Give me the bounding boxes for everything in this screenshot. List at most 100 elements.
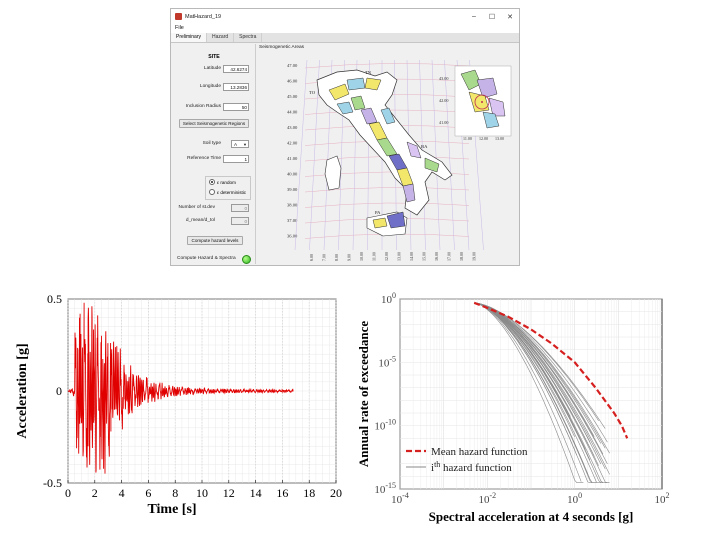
tab-hazard[interactable]: Hazard (207, 33, 235, 42)
map-lat-tick: 43.00 (287, 125, 298, 130)
maximize-button[interactable]: ☐ (488, 13, 496, 21)
select-regions-button[interactable]: Select Seismogenetic Regions (179, 119, 249, 128)
seismic-zone (360, 107, 378, 125)
map-lat-tick: 41.00 (287, 156, 298, 161)
soil-type-value: A (234, 142, 238, 147)
compute-hazard-levels-button[interactable]: Compute hazard levels (187, 236, 243, 245)
inset-lat-tick: 43.00 (439, 76, 448, 81)
x-tick-label: 20 (330, 486, 342, 500)
seismic-zone (380, 107, 396, 125)
ith-hazard-curve (474, 302, 608, 483)
radio-random[interactable]: ε random (209, 179, 236, 185)
soil-type-select[interactable]: A ▼ (231, 140, 249, 148)
map-lon-tick: 14.00 (409, 252, 414, 261)
menu-bar: File (171, 24, 519, 33)
tab-spectra[interactable]: Spectra (234, 33, 263, 42)
map-lon-tick: 10.00 (359, 252, 364, 261)
reference-time-label: Reference Time (187, 156, 221, 161)
hazard-curves-chart: 10-4 10-2 100 102 100 10-5 10-10 10-15 Spectral … (356, 291, 670, 524)
inclusion-radius-field[interactable]: 50 (223, 103, 249, 111)
seismic-zone (386, 211, 406, 229)
ith-hazard-curve (474, 302, 584, 483)
ith-hazard-curve (474, 302, 610, 475)
ith-hazard-curve (474, 302, 610, 454)
close-button[interactable]: ✕ (507, 13, 513, 21)
map-latitude-gridline (304, 202, 470, 208)
map-longitude-gridline (431, 59, 441, 251)
inset-lon-tick: 12.00 (479, 136, 488, 141)
seismic-zone (328, 83, 350, 101)
x-tick-label: 16 (276, 486, 288, 500)
map-lat-tick: 40.00 (287, 172, 298, 177)
latitude-label: Latitude (203, 66, 221, 71)
site-title: SITE (208, 54, 220, 60)
minimize-button[interactable]: – (472, 13, 476, 20)
radio-deterministic[interactable]: ε deterministic (209, 189, 246, 195)
x-tick-label: 18 (303, 486, 315, 500)
seismogenetic-map-panel: Seismogenetic Areas 47.00 46.00 45.00 44.00… (257, 44, 517, 264)
seismic-zone (364, 77, 382, 91)
y-tick-label: -0.5 (43, 476, 62, 490)
map-lon-tick: 16.00 (434, 252, 439, 261)
site-radius-circle (474, 94, 490, 110)
inset-seismic-zone (482, 111, 500, 129)
tab-preliminary[interactable]: Preliminary (171, 33, 208, 42)
matlab-app-icon (175, 13, 182, 20)
x-tick-label: 10-2 (478, 491, 496, 506)
map-lon-tick: 9.00 (347, 254, 352, 261)
latitude-field[interactable]: 42.6274 (223, 65, 249, 73)
map-lat-tick: 45.00 (287, 94, 298, 99)
menu-file[interactable]: File (175, 25, 184, 31)
ith-hazard-curve (474, 302, 597, 483)
map-lat-tick: 38.00 (287, 203, 298, 208)
inset-lon-tick: 13.00 (495, 136, 504, 141)
soil-type-label: Soil type (202, 141, 221, 146)
seismic-zone (376, 137, 398, 157)
radio-random-label: ε random (217, 179, 236, 185)
y-axis-label: Acceleration [g] (15, 343, 30, 438)
legend-mean-label: Mean hazard function (431, 446, 528, 458)
inset-seismic-zone (468, 91, 490, 113)
num-stdev-field[interactable]: 0 (231, 204, 249, 212)
seismic-zone (350, 95, 366, 111)
legend-ith-label: ith hazard function (431, 460, 512, 474)
map-lon-tick: 15.00 (422, 252, 427, 261)
ith-hazard-curve (474, 302, 610, 483)
y-tick-label: 10-15 (374, 481, 396, 496)
x-tick-label: 102 (655, 491, 670, 506)
inclusion-radius-label: Inclusion Radius (185, 104, 221, 109)
map-lon-tick: 12.00 (384, 252, 389, 261)
map-region-label: TN (365, 70, 372, 75)
ith-hazard-curve (474, 302, 606, 429)
map-longitude-gridline (309, 59, 320, 251)
map-latitude-gridline (304, 63, 470, 69)
x-tick-label: 10 (196, 486, 208, 500)
map-lat-tick: 39.00 (287, 187, 298, 192)
map-lat-tick: 46.00 (287, 79, 298, 84)
seismic-zone (346, 77, 366, 91)
y-tick-label: 0 (56, 384, 62, 398)
radio-deterministic-label: ε deterministic (217, 189, 247, 195)
longitude-label: Longitude (199, 84, 221, 89)
seismic-zone (424, 157, 440, 173)
reference-time-field[interactable]: 1 (223, 155, 249, 163)
status-indicator-icon (242, 255, 251, 264)
d-mean-tol-field[interactable]: 0 (231, 217, 249, 225)
acceleration-series (67, 302, 294, 474)
inset-lat-tick: 42.00 (439, 98, 448, 103)
map-lon-tick: 7.00 (322, 254, 327, 261)
x-tick-label: 4 (119, 486, 125, 500)
radio-unselected-icon (209, 189, 215, 195)
longitude-field[interactable]: 13.2836 (223, 83, 249, 91)
seismic-zone (406, 141, 422, 159)
radio-selected-icon (209, 179, 215, 185)
map-longitude-gridline (294, 59, 308, 251)
epsilon-radio-group: ε random ε deterministic (205, 176, 251, 200)
seismic-zone (372, 217, 388, 229)
map-lat-tick: 36.00 (287, 234, 298, 239)
y-tick-label: 100 (381, 291, 396, 306)
x-axis-label: Spectral acceleration at 4 seconds [g] (429, 509, 634, 524)
sardinia-outline (324, 155, 342, 191)
map-lat-tick: 42.00 (287, 141, 298, 146)
